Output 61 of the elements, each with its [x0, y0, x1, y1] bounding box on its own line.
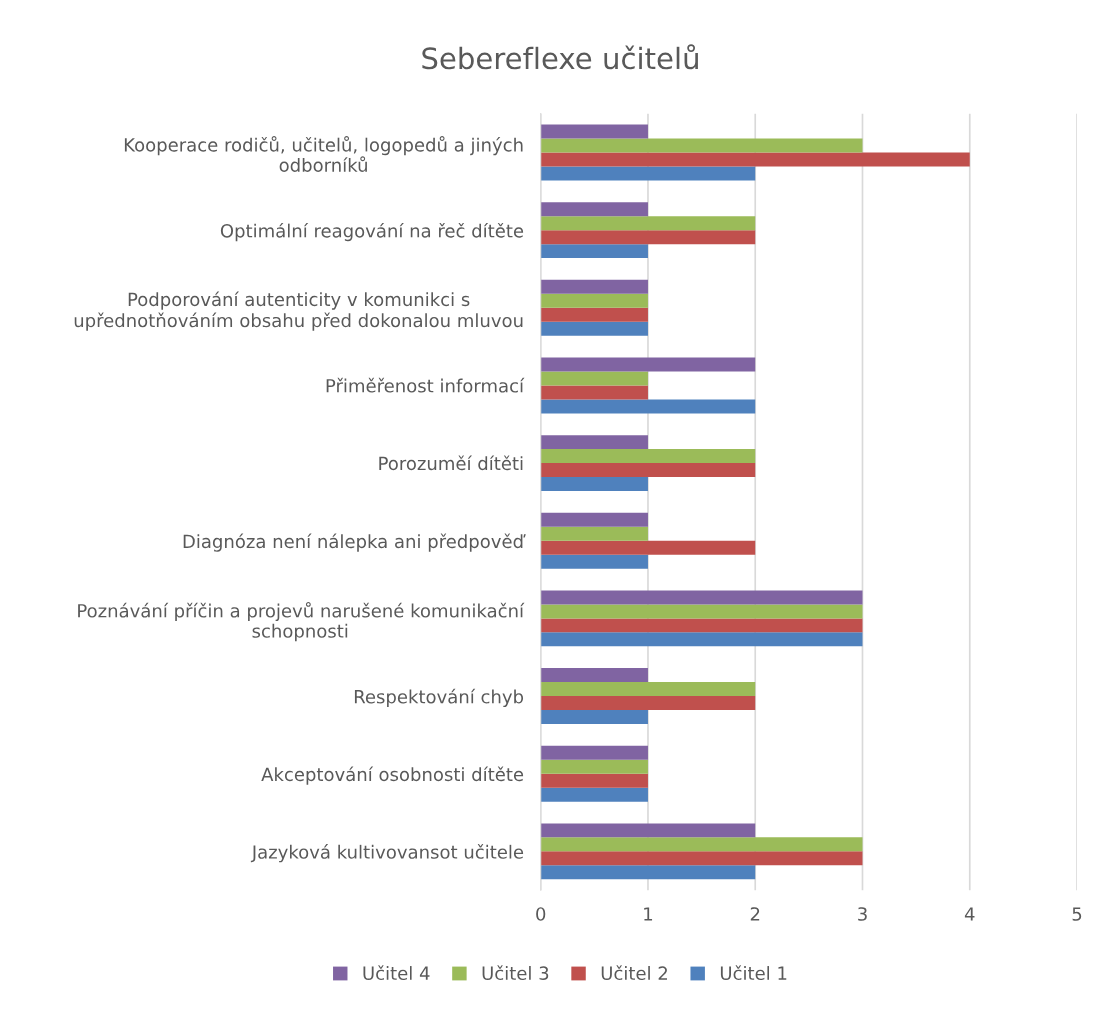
bar	[540, 682, 756, 697]
bar	[540, 216, 756, 231]
y-tick-label: Porozuměí dítěti	[379, 455, 523, 471]
bar	[540, 865, 756, 880]
y-tick-label: Optimální reagování na řeč dítěte	[220, 222, 524, 242]
bar	[540, 512, 648, 527]
y-tick-label: Kooperace rodičů, učitelů, logopedů a jiných odborníků	[124, 136, 523, 172]
bar	[540, 477, 648, 492]
bar	[540, 230, 756, 245]
bar	[540, 604, 863, 619]
y-tick-label: Přiměřenost informací	[326, 377, 525, 393]
bar	[540, 837, 863, 852]
bar	[540, 399, 756, 414]
bar	[540, 823, 756, 838]
y-tick-label: Podporování autenticity v komunikci s upřednotňováním obsahu před dokonalou mluvou	[74, 291, 523, 331]
bar	[540, 138, 863, 153]
bar	[540, 124, 648, 139]
y-tick-label: Akceptování osobnosti dítěte	[261, 766, 524, 785]
bar	[540, 618, 863, 633]
bar	[540, 590, 863, 605]
bar	[540, 463, 756, 478]
y-tick-label: Jazyková kultivovansot učitele	[250, 844, 524, 863]
bar	[540, 435, 648, 450]
bar	[540, 244, 648, 259]
bar	[540, 787, 648, 802]
x-tick-label: 1	[644, 907, 653, 921]
bar	[540, 668, 648, 683]
bar	[540, 293, 648, 308]
bar	[540, 759, 648, 774]
bar	[540, 554, 648, 569]
x-tick-label: 4	[964, 907, 975, 921]
legend-label: Učitel 2	[601, 965, 667, 981]
y-tick-label: Diagnóza není nálepka ani předpověď	[183, 533, 526, 552]
bar	[540, 357, 756, 372]
bar	[540, 449, 756, 464]
y-tick-label: Respektování chyb	[354, 688, 524, 708]
bar	[540, 385, 648, 400]
bar	[540, 371, 648, 386]
bar	[540, 540, 756, 555]
bar	[540, 851, 863, 866]
bar	[540, 710, 648, 724]
bar	[540, 152, 970, 167]
bar	[540, 307, 648, 322]
bar	[540, 321, 648, 336]
x-tick-label: 0	[536, 907, 546, 921]
bar	[540, 696, 756, 711]
bar	[540, 526, 648, 541]
bar	[540, 166, 756, 181]
chart-title: Sebereflexe učitelů	[422, 44, 698, 70]
legend-label: Učitel 3	[482, 965, 549, 981]
bar	[540, 279, 648, 294]
x-tick-label: 3	[858, 907, 867, 921]
legend-label: Učitel 1	[720, 965, 787, 981]
x-tick-label: 2	[750, 907, 760, 921]
y-tick-label: Poznávání příčin a projevů narušené komunikační schopnosti	[78, 602, 525, 642]
bar	[540, 745, 648, 760]
x-tick-label: 5	[1072, 907, 1082, 921]
bar	[540, 632, 863, 647]
bar	[540, 773, 648, 788]
bar	[540, 202, 648, 217]
legend-label: Učitel 4	[363, 965, 430, 981]
